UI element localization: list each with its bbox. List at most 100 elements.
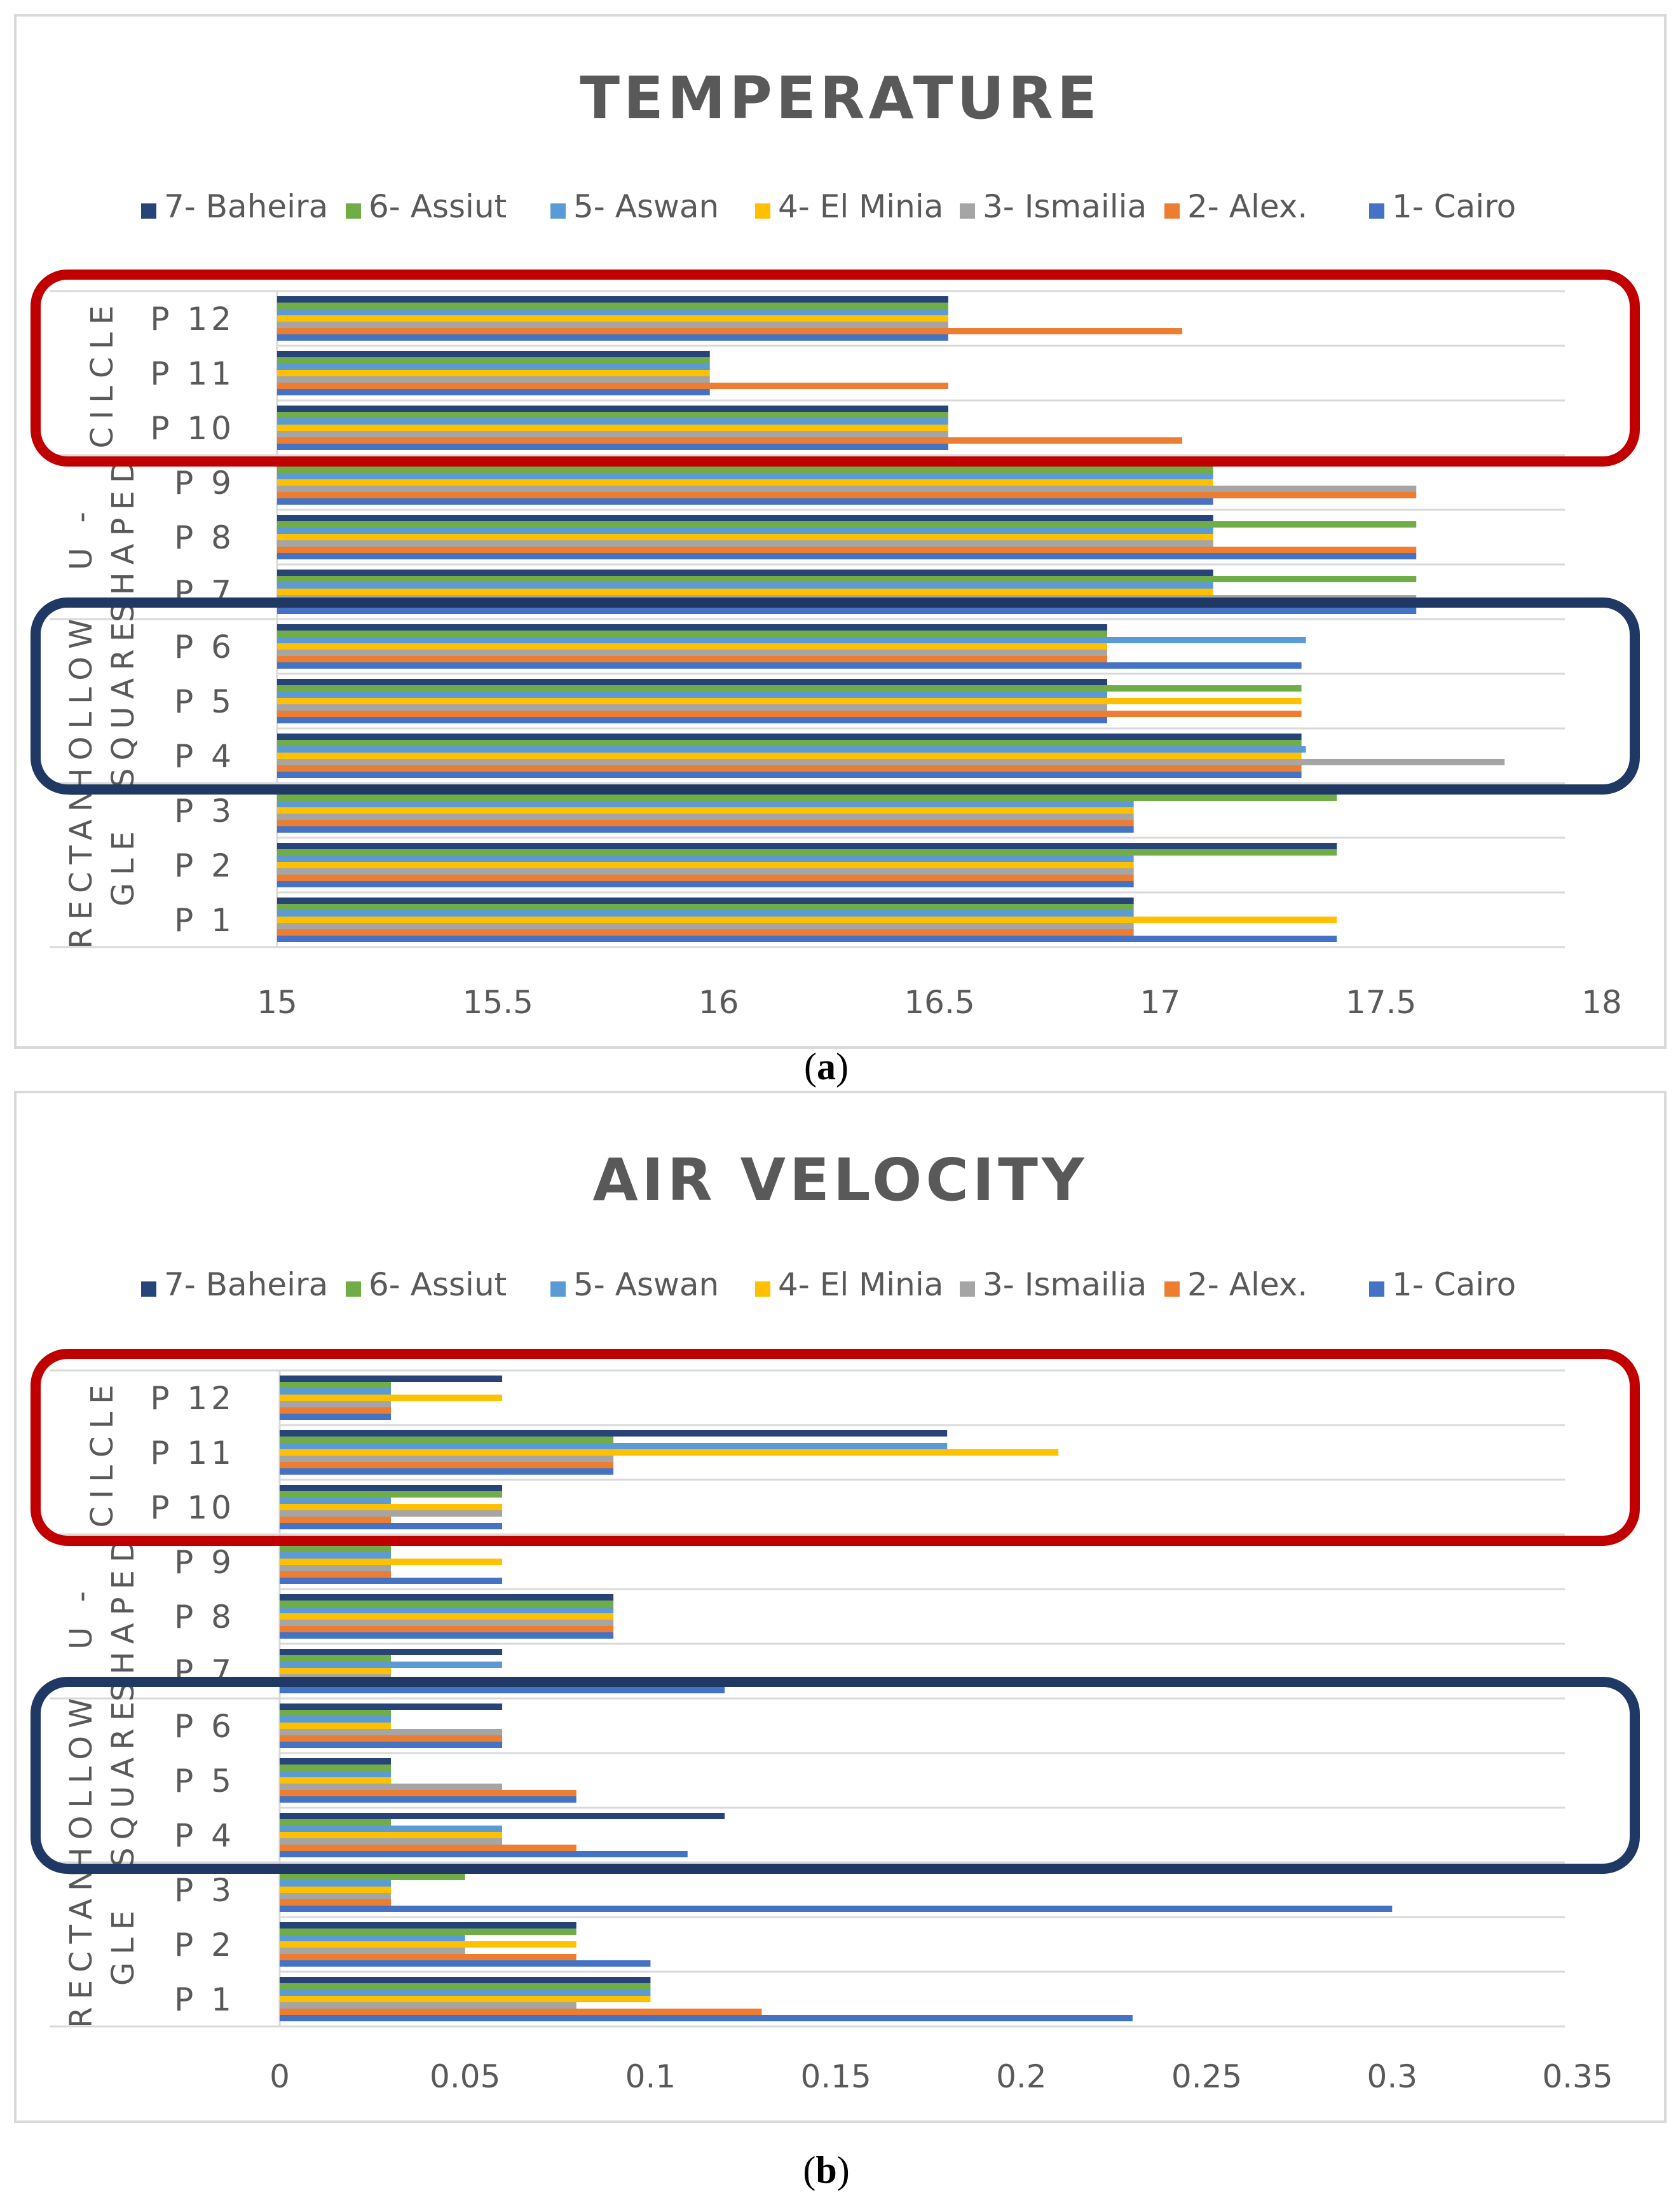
legend-swatch-1-cairo: [1369, 203, 1384, 219]
bar-p9-4-el-minia: [277, 479, 1213, 486]
bar-p5-7-baheira: [280, 1758, 392, 1765]
bar-p2-4-el-minia: [280, 1941, 576, 1948]
bar-p10-6-assiut: [280, 1491, 503, 1498]
bar-p3-1-cairo: [277, 826, 1134, 833]
group-label-u: U -: [64, 504, 99, 570]
bar-p10-3-ismailia: [280, 1510, 503, 1517]
bar-p4-5-aswan: [277, 746, 1306, 753]
bar-p12-1-cairo: [277, 334, 948, 341]
bar-p5-5-aswan: [277, 692, 1107, 698]
bar-p2-5-aswan: [280, 1935, 465, 1941]
category-label-p1: P 1: [174, 1981, 235, 2018]
x-tick-label: 0.35: [1542, 2058, 1613, 2095]
bar-p7-7-baheira: [277, 570, 1213, 576]
legend-swatch-7-baheira: [141, 1281, 156, 1297]
bar-p8-6-assiut: [277, 521, 1417, 528]
legend-swatch-5-aswan: [550, 203, 566, 219]
group-label-rectan: RECTAN: [64, 781, 99, 949]
category-label-p11: P 11: [150, 355, 235, 392]
group-label-gle: GLE: [106, 1903, 141, 1986]
bar-p12-4-el-minia: [280, 1395, 503, 1401]
bar-p12-3-ismailia: [280, 1401, 392, 1407]
bar-p3-6-assiut: [277, 795, 1337, 801]
legend-swatch-5-aswan: [550, 1281, 566, 1297]
bar-p8-3-ismailia: [280, 1620, 614, 1626]
legend-swatch-3-ismailia: [960, 1281, 975, 1297]
bar-p4-6-assiut: [277, 740, 1302, 746]
group-label-u: U -: [64, 1583, 99, 1649]
category-label-p4: P 4: [174, 738, 235, 775]
bar-p8-7-baheira: [280, 1594, 614, 1601]
bar-p11-5-aswan: [277, 364, 710, 370]
bar-p2-3-ismailia: [280, 1948, 465, 1954]
bar-p10-5-aswan: [280, 1498, 392, 1504]
bar-p4-2-alex: [280, 1845, 576, 1851]
bar-p10-5-aswan: [277, 418, 948, 425]
bar-p1-2-alex: [277, 929, 1134, 936]
bar-p11-6-assiut: [277, 357, 710, 364]
bar-p9-5-aswan: [277, 473, 1213, 479]
bar-p3-1-cairo: [280, 1906, 1393, 1912]
category-label-p2: P 2: [174, 1927, 235, 1963]
bar-p5-1-cairo: [277, 717, 1107, 723]
bar-p6-4-el-minia: [280, 1723, 392, 1729]
bar-p12-2-alex: [277, 328, 1183, 334]
highlight-frame-square: [31, 1677, 1640, 1874]
bar-p1-5-aswan: [277, 910, 1134, 917]
category-label-p4: P 4: [174, 1817, 235, 1854]
bar-p11-2-alex: [280, 1462, 614, 1468]
bar-p5-6-assiut: [277, 685, 1302, 692]
x-tick-label: 17: [1140, 984, 1181, 1021]
x-tick-label: 18: [1581, 984, 1622, 1021]
highlight-frame-square: [31, 597, 1640, 795]
category-label-p1: P 1: [174, 902, 235, 939]
bar-p8-7-baheira: [277, 515, 1213, 521]
group-label-hollow: HOLLOW: [64, 1691, 99, 1871]
bar-p1-7-baheira: [280, 1977, 651, 1983]
legend-swatch-4-el-minia: [755, 1281, 770, 1297]
bar-p7-1-cairo: [280, 1687, 725, 1693]
bar-p5-4-el-minia: [277, 698, 1302, 704]
bar-p3-5-aswan: [277, 801, 1134, 807]
bar-p6-3-ismailia: [277, 650, 1107, 656]
legend-swatch-3-ismailia: [960, 203, 975, 219]
bar-p7-7-baheira: [280, 1649, 503, 1655]
legend-label-2-alex: 2- Alex.: [1187, 1266, 1307, 1303]
bar-p9-3-ismailia: [277, 486, 1417, 492]
figure-caption-a-letter: a: [817, 1046, 836, 1088]
category-label-p5: P 5: [174, 683, 235, 720]
bar-p2-4-el-minia: [277, 862, 1134, 868]
bar-p3-3-ismailia: [277, 814, 1134, 820]
legend-label-5-aswan: 5- Aswan: [573, 1266, 719, 1303]
air-velocity-chart: AIR VELOCITY 7- Baheira 6- Assiut 5- Aswan 4…: [31, 1146, 1640, 2095]
temperature-chart: TEMPERATURE 7- Baheira 6- Assiut 5- Aswan 4-…: [31, 64, 1640, 1021]
bar-p1-6-assiut: [277, 904, 1134, 910]
bar-p2-6-assiut: [280, 1929, 576, 1935]
chart-title: TEMPERATURE: [580, 64, 1100, 132]
bar-p6-7-baheira: [280, 1703, 503, 1710]
bar-p4-3-ismailia: [280, 1838, 503, 1845]
bar-p2-1-cairo: [277, 881, 1134, 887]
category-label-p8: P 8: [174, 519, 235, 556]
bar-p10-1-cairo: [277, 444, 948, 450]
bar-p6-1-cairo: [280, 1742, 503, 1748]
bar-p11-3-ismailia: [280, 1456, 614, 1462]
bar-p12-5-aswan: [277, 309, 948, 315]
bar-p8-1-cairo: [280, 1632, 614, 1639]
bar-p1-4-el-minia: [280, 1996, 651, 2002]
bar-p12-6-assiut: [277, 303, 948, 309]
bar-p4-6-assiut: [280, 1819, 392, 1826]
group-label-cilcle: CILCLE: [85, 298, 120, 449]
bar-p5-1-cairo: [280, 1796, 576, 1803]
temperature-chart-panel: TEMPERATURE 7- Baheira 6- Assiut 5- Aswan 4-…: [14, 14, 1667, 1049]
bar-p6-1-cairo: [277, 662, 1302, 669]
bar-p8-2-alex: [280, 1626, 614, 1632]
category-label-p2: P 2: [174, 847, 235, 884]
legend-label-4-el-minia: 4- El Minia: [778, 1266, 943, 1303]
bar-p12-2-alex: [280, 1407, 392, 1414]
x-tick-label: 0.2: [996, 2058, 1047, 2095]
legend-label-7-baheira: 7- Baheira: [164, 188, 328, 225]
bar-p9-5-aswan: [280, 1552, 392, 1559]
bar-p6-2-alex: [277, 656, 1107, 662]
bar-p1-1-cairo: [277, 936, 1337, 942]
